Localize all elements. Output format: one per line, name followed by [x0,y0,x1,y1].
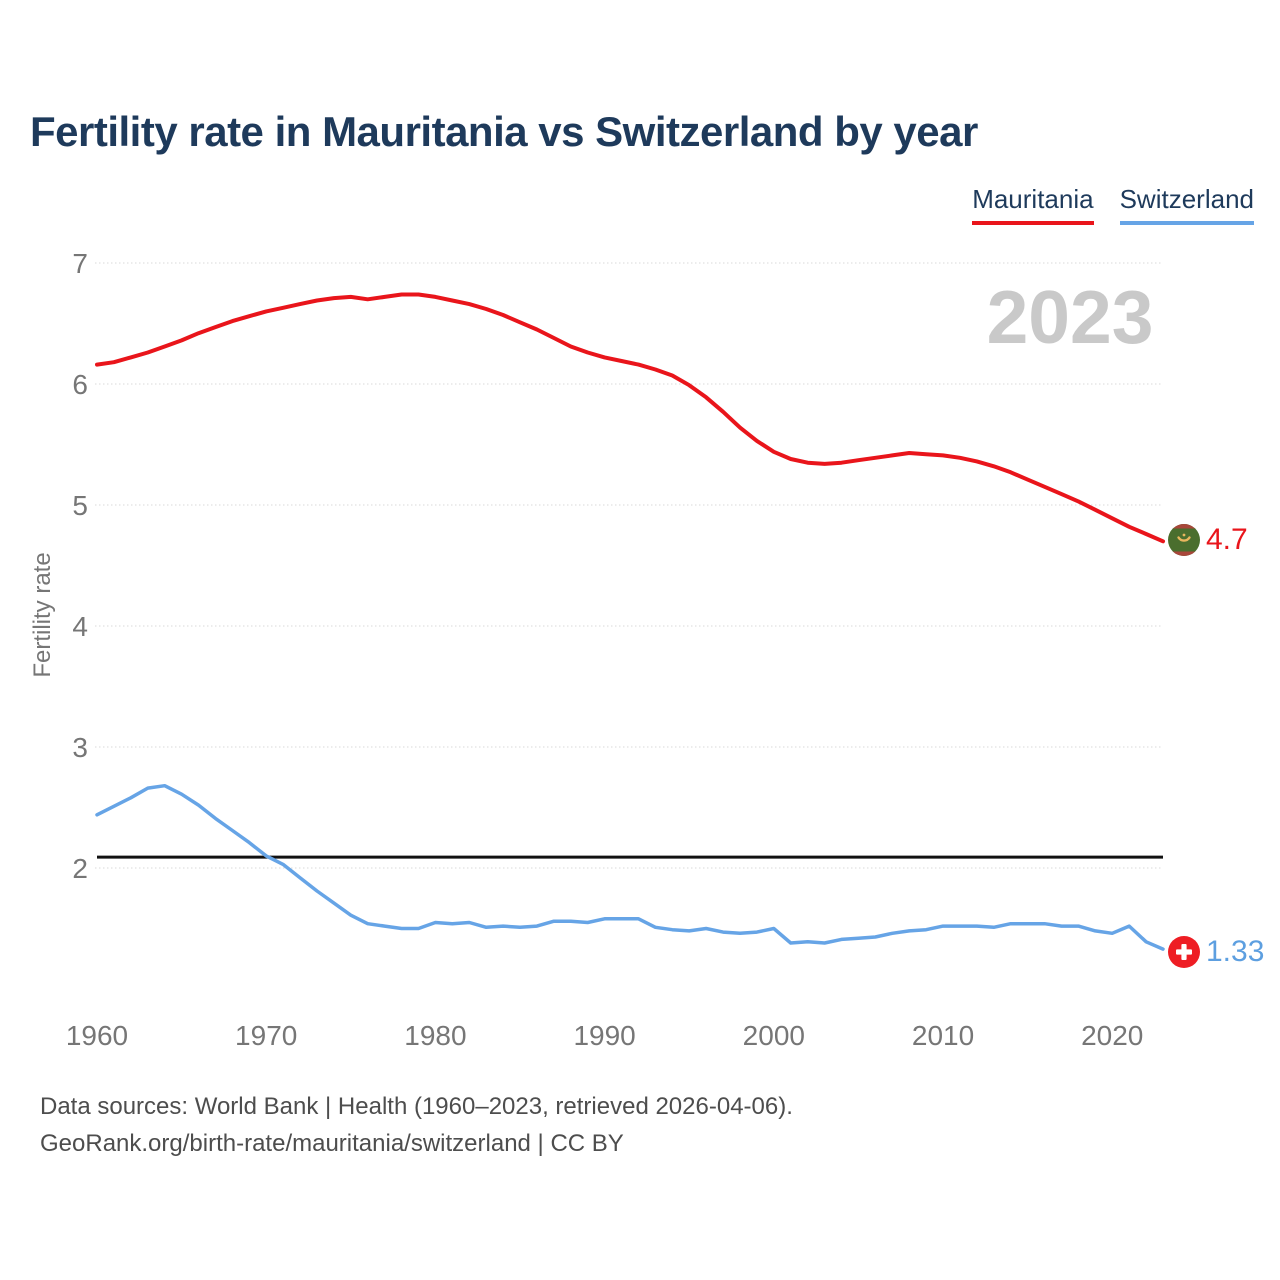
y-tick-label-3: 3 [72,732,88,763]
x-tick-label-2000: 2000 [743,1020,805,1051]
footer: Data sources: World Bank | Health (1960–… [40,1088,793,1162]
switzerland-flag-icon [1168,936,1200,968]
x-tick-label-1980: 1980 [404,1020,466,1051]
footer-attribution-line: GeoRank.org/birth-rate/mauritania/switze… [40,1130,624,1157]
watermark-year: 2023 [987,275,1154,359]
x-tick-label-1970: 1970 [235,1020,297,1051]
x-tick-label-1960: 1960 [66,1020,128,1051]
series-line-mauritania[interactable] [95,292,1165,544]
mauritania-end-value: 4.7 [1206,523,1248,556]
y-axis-label: Fertility rate [29,552,56,677]
switzerland-end-value: 1.33 [1206,935,1265,968]
mauritania-flag-icon [1168,524,1200,556]
x-tick-label-1990: 1990 [573,1020,635,1051]
page-title: Fertility rate in Mauritania vs Switzerl… [30,108,978,155]
legend-item-mauritania[interactable]: Mauritania [972,184,1094,225]
footer-sources-line: Data sources: World Bank | Health (1960–… [40,1093,793,1120]
y-tick-label-2: 2 [72,853,88,884]
legend-item-switzerland[interactable]: Switzerland [1119,184,1254,225]
legend: Mauritania Switzerland [972,184,1254,225]
y-tick-label-4: 4 [72,611,88,642]
y-tick-label-5: 5 [72,490,88,521]
y-tick-label-7: 7 [72,248,88,279]
x-tick-label-2010: 2010 [912,1020,974,1051]
series-line-switzerland[interactable] [95,783,1165,951]
y-tick-label-6: 6 [72,369,88,400]
x-tick-label-2020: 2020 [1081,1020,1143,1051]
